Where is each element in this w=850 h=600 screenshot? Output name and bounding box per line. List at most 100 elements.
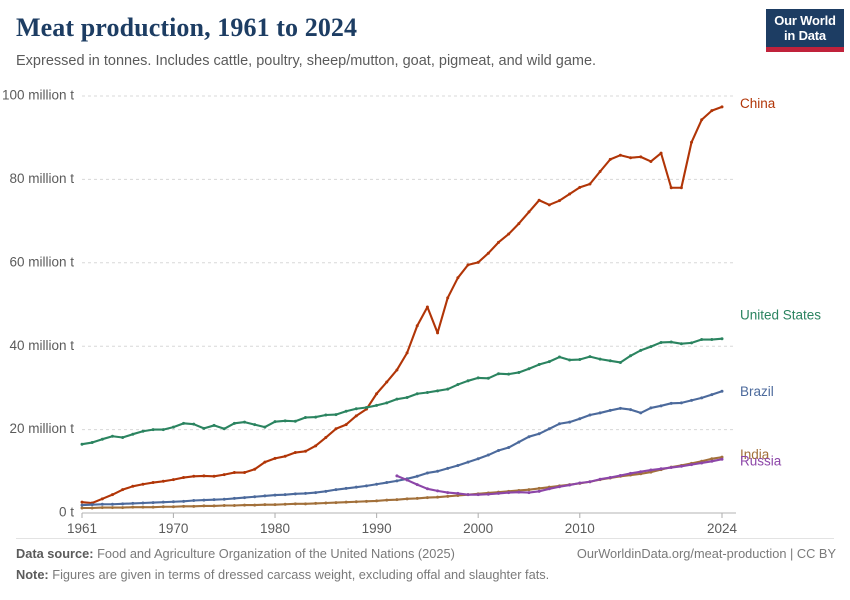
data-point <box>466 263 470 267</box>
data-point <box>273 420 277 424</box>
line-chart-svg: 0 t 20 million t 40 million t 60 million t 8… <box>2 88 821 533</box>
data-point <box>283 502 287 506</box>
series-line-india <box>80 456 724 510</box>
x-tick-label: 2024 <box>707 521 738 533</box>
data-point <box>212 423 216 427</box>
data-point <box>344 500 348 504</box>
data-point <box>364 499 368 503</box>
data-point <box>222 503 226 507</box>
data-point <box>151 481 155 485</box>
data-point <box>476 457 480 461</box>
data-point <box>456 493 460 497</box>
y-tick-label: 80 million t <box>9 171 74 186</box>
data-point <box>192 422 196 426</box>
data-point <box>690 140 694 144</box>
series-label-united-states[interactable]: United States <box>740 308 821 323</box>
data-point <box>161 500 165 504</box>
series-label-india[interactable]: India <box>740 447 770 462</box>
data-point <box>283 493 287 497</box>
data-point <box>324 413 328 417</box>
data-point <box>243 496 247 500</box>
data-point <box>375 499 379 503</box>
data-point <box>202 426 206 430</box>
data-point <box>192 504 196 508</box>
data-point <box>700 338 704 342</box>
data-point <box>710 457 714 461</box>
data-point <box>121 502 125 506</box>
x-tick-label: 1990 <box>362 521 392 533</box>
data-point <box>375 403 379 407</box>
data-point <box>537 432 541 436</box>
data-point <box>669 401 673 405</box>
data-point <box>436 489 440 493</box>
data-point <box>425 390 429 394</box>
data-point <box>121 488 125 492</box>
data-point <box>608 359 612 363</box>
data-point <box>537 198 541 202</box>
data-point <box>202 498 206 502</box>
data-point <box>669 186 673 190</box>
note-label: Note: <box>16 567 49 582</box>
data-point <box>629 408 633 412</box>
series-label-china[interactable]: China <box>740 96 776 111</box>
data-point <box>507 372 511 376</box>
data-point <box>649 345 653 349</box>
data-point <box>497 240 501 244</box>
data-point <box>537 489 541 493</box>
series-label-brazil[interactable]: Brazil <box>740 384 774 399</box>
data-point <box>618 153 622 157</box>
data-point <box>253 467 257 471</box>
data-point <box>557 422 561 426</box>
data-point <box>395 368 399 372</box>
data-point <box>720 389 724 393</box>
data-point <box>639 411 643 415</box>
data-point <box>253 423 257 427</box>
data-point <box>110 493 114 497</box>
footer-source-row: Data source: Food and Agriculture Organi… <box>16 544 836 563</box>
data-point <box>161 428 165 432</box>
data-point <box>537 363 541 367</box>
gridlines <box>82 95 736 431</box>
data-point <box>547 203 551 207</box>
data-point <box>80 442 84 446</box>
data-point <box>212 504 216 508</box>
data-point <box>253 495 257 499</box>
data-point <box>568 192 572 196</box>
series-line-brazil <box>80 390 724 507</box>
logo-line-2: in Data <box>784 27 826 43</box>
data-point <box>679 342 683 346</box>
data-point <box>354 414 358 418</box>
x-axis <box>81 512 736 518</box>
data-point <box>547 360 551 364</box>
data-point <box>436 331 440 335</box>
data-point <box>100 437 104 441</box>
data-point <box>690 341 694 345</box>
data-point <box>375 392 379 396</box>
data-point <box>507 232 511 236</box>
data-point <box>131 505 135 509</box>
data-point <box>334 413 338 417</box>
data-point <box>273 456 277 460</box>
data-point <box>466 460 470 464</box>
data-point <box>80 500 84 504</box>
data-point <box>720 337 724 341</box>
data-point <box>639 155 643 159</box>
data-point <box>354 407 358 411</box>
series-label-russia[interactable]: Russia <box>740 453 782 468</box>
plot-area: 0 t 20 million t 40 million t 60 million t 8… <box>0 78 850 533</box>
source-text: Food and Agriculture Organization of the… <box>97 546 455 561</box>
owid-logo[interactable]: Our World in Data <box>766 9 844 52</box>
data-point <box>385 481 389 485</box>
data-point <box>151 505 155 509</box>
data-point <box>710 338 714 342</box>
data-point <box>547 487 551 491</box>
data-point <box>395 498 399 502</box>
data-point <box>527 210 531 214</box>
data-point <box>517 370 521 374</box>
data-point <box>110 502 114 506</box>
footer-url[interactable]: OurWorldinData.org/meat-production | CC … <box>576 546 836 561</box>
data-point <box>588 182 592 186</box>
data-point <box>293 492 297 496</box>
data-point <box>649 470 653 474</box>
